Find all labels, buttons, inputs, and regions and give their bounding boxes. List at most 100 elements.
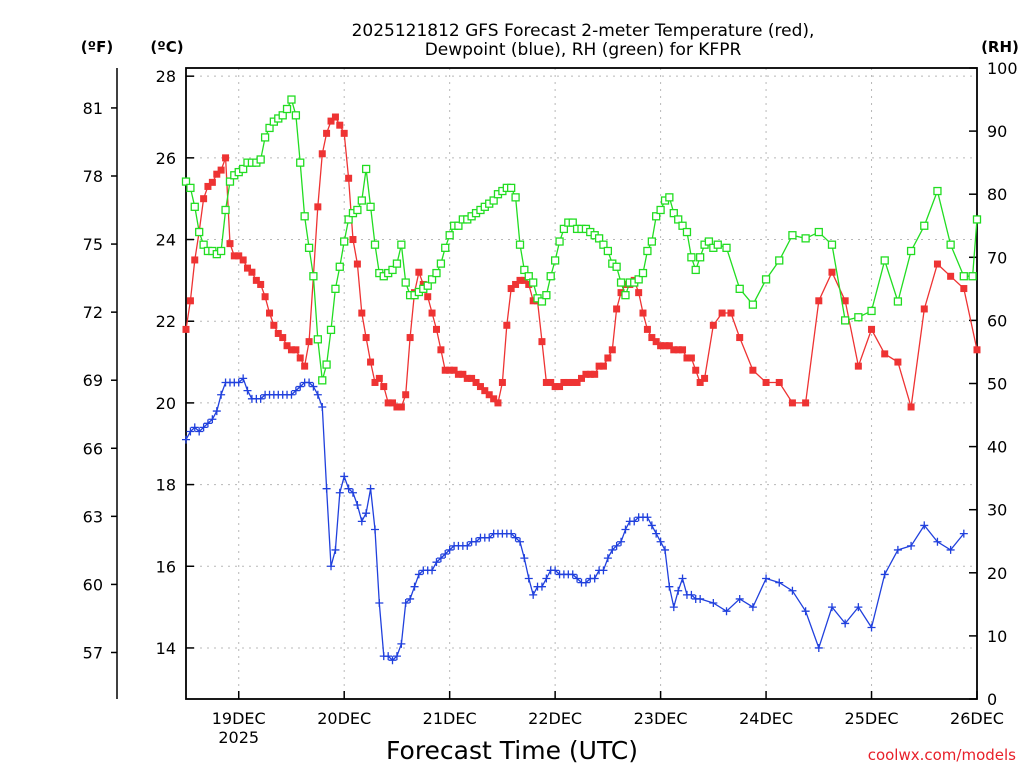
dewpoint-point — [722, 607, 731, 616]
2-meter-temperature-point — [406, 334, 414, 342]
rh-point — [265, 123, 274, 133]
2-meter-temperature-point — [591, 370, 599, 378]
2-meter-temperature-point — [472, 378, 480, 386]
rh-point — [959, 272, 968, 281]
rh-point — [239, 164, 248, 174]
rh-point — [568, 218, 577, 227]
fahrenheit-unit-label: (ºF) — [81, 38, 113, 56]
dewpoint-point — [313, 390, 322, 399]
2-meter-temperature-point — [670, 346, 678, 354]
2-meter-temperature-point — [222, 154, 230, 162]
dewpoint-point — [621, 525, 630, 534]
2-meter-temperature-point — [243, 264, 251, 272]
rh-point — [621, 291, 630, 300]
2-meter-temperature-point — [384, 399, 392, 407]
rh-point — [546, 272, 555, 281]
x-tick-label: 24DEC — [739, 709, 793, 728]
rh-point — [634, 275, 643, 284]
rh-point — [801, 234, 810, 243]
dewpoint-point — [599, 566, 608, 575]
dewpoint-point — [669, 603, 678, 612]
rh-point — [854, 313, 863, 322]
2-meter-temperature-point — [643, 325, 651, 333]
2-meter-temperature-point — [696, 378, 704, 386]
rh-point — [638, 268, 648, 278]
x-tick-label: 22DEC — [528, 709, 582, 728]
2-meter-temperature-point — [665, 342, 673, 350]
rh-point — [190, 202, 199, 211]
rh-point — [788, 231, 797, 240]
dewpoint-point — [287, 390, 296, 399]
2-meter-temperature-point — [345, 174, 353, 182]
celsius-tick-label: 14 — [156, 639, 176, 658]
2-meter-temperature-point — [441, 366, 449, 374]
dewpoint-point — [867, 623, 876, 632]
dewpoint-point — [788, 586, 797, 595]
2-meter-temperature-point — [775, 378, 783, 386]
rh-unit-label: (RH) — [981, 38, 1019, 56]
rh-point — [520, 265, 529, 275]
rh-point — [652, 212, 661, 221]
rh-point — [669, 208, 678, 218]
series — [181, 95, 982, 665]
2-meter-temperature-point — [802, 399, 810, 407]
2-meter-temperature-point — [186, 297, 194, 305]
rh-point — [515, 240, 525, 249]
rh-point — [357, 196, 366, 205]
dewpoint-point — [190, 423, 199, 432]
rh-tick-label: 0 — [987, 690, 997, 709]
rh-point — [529, 278, 538, 287]
fahrenheit-tick-label: 75 — [83, 235, 103, 254]
rh-point — [181, 177, 191, 186]
rh-point — [282, 104, 292, 114]
2-meter-temperature-point — [349, 236, 357, 244]
dewpoint-point — [291, 386, 300, 395]
dewpoint-point — [696, 594, 705, 603]
dewpoint-point — [186, 427, 195, 436]
dewpoint-point — [348, 488, 357, 497]
rh-point — [761, 275, 771, 284]
2-meter-temperature-point — [687, 354, 695, 362]
2-meter-temperature-point — [235, 252, 243, 260]
2-meter-temperature-point — [907, 403, 915, 411]
dewpoint-point — [410, 582, 419, 591]
2-meter-temperature-point — [301, 362, 309, 370]
dewpoint-point — [511, 533, 520, 542]
dewpoint-point — [814, 643, 823, 652]
rh-point — [647, 237, 656, 246]
2-meter-temperature-point — [551, 383, 559, 391]
rh-point — [537, 297, 547, 306]
2-meter-temperature-point — [815, 297, 823, 305]
dewpoint-point — [841, 619, 850, 628]
2-meter-temperature-point — [547, 378, 555, 386]
2-meter-temperature-point — [828, 268, 836, 276]
celsius-tick-label: 16 — [156, 557, 176, 576]
rh-point — [775, 256, 784, 265]
rh-point — [260, 133, 270, 142]
2-meter-temperature-point — [287, 346, 295, 354]
dewpoint-point — [735, 594, 744, 603]
dewpoint-point — [344, 484, 353, 493]
rh-point — [304, 243, 314, 252]
x-tick-sublabel: 2025 — [218, 728, 259, 747]
rh-point — [225, 177, 235, 186]
dewpoint-point — [762, 574, 771, 583]
x-tick-label: 21DEC — [423, 709, 477, 728]
rh-point — [322, 360, 331, 369]
rh-point — [186, 183, 195, 193]
2-meter-temperature-point — [485, 391, 493, 399]
rh-point — [291, 111, 301, 120]
2-meter-temperature-point — [701, 374, 709, 382]
fahrenheit-tick-label: 60 — [83, 575, 103, 594]
rh-point — [507, 183, 516, 193]
2-meter-temperature-point — [200, 195, 208, 203]
dewpoint-point — [827, 603, 836, 612]
2-meter-temperature-point — [617, 289, 625, 297]
rh-point — [392, 259, 402, 268]
dewpoint-point — [674, 586, 683, 595]
dewpoint-point — [234, 378, 243, 387]
rh-point — [370, 240, 380, 249]
rh-tick-label: 20 — [987, 564, 1007, 583]
rh-tick-label: 30 — [987, 501, 1007, 520]
dewpoint-point — [959, 529, 968, 538]
